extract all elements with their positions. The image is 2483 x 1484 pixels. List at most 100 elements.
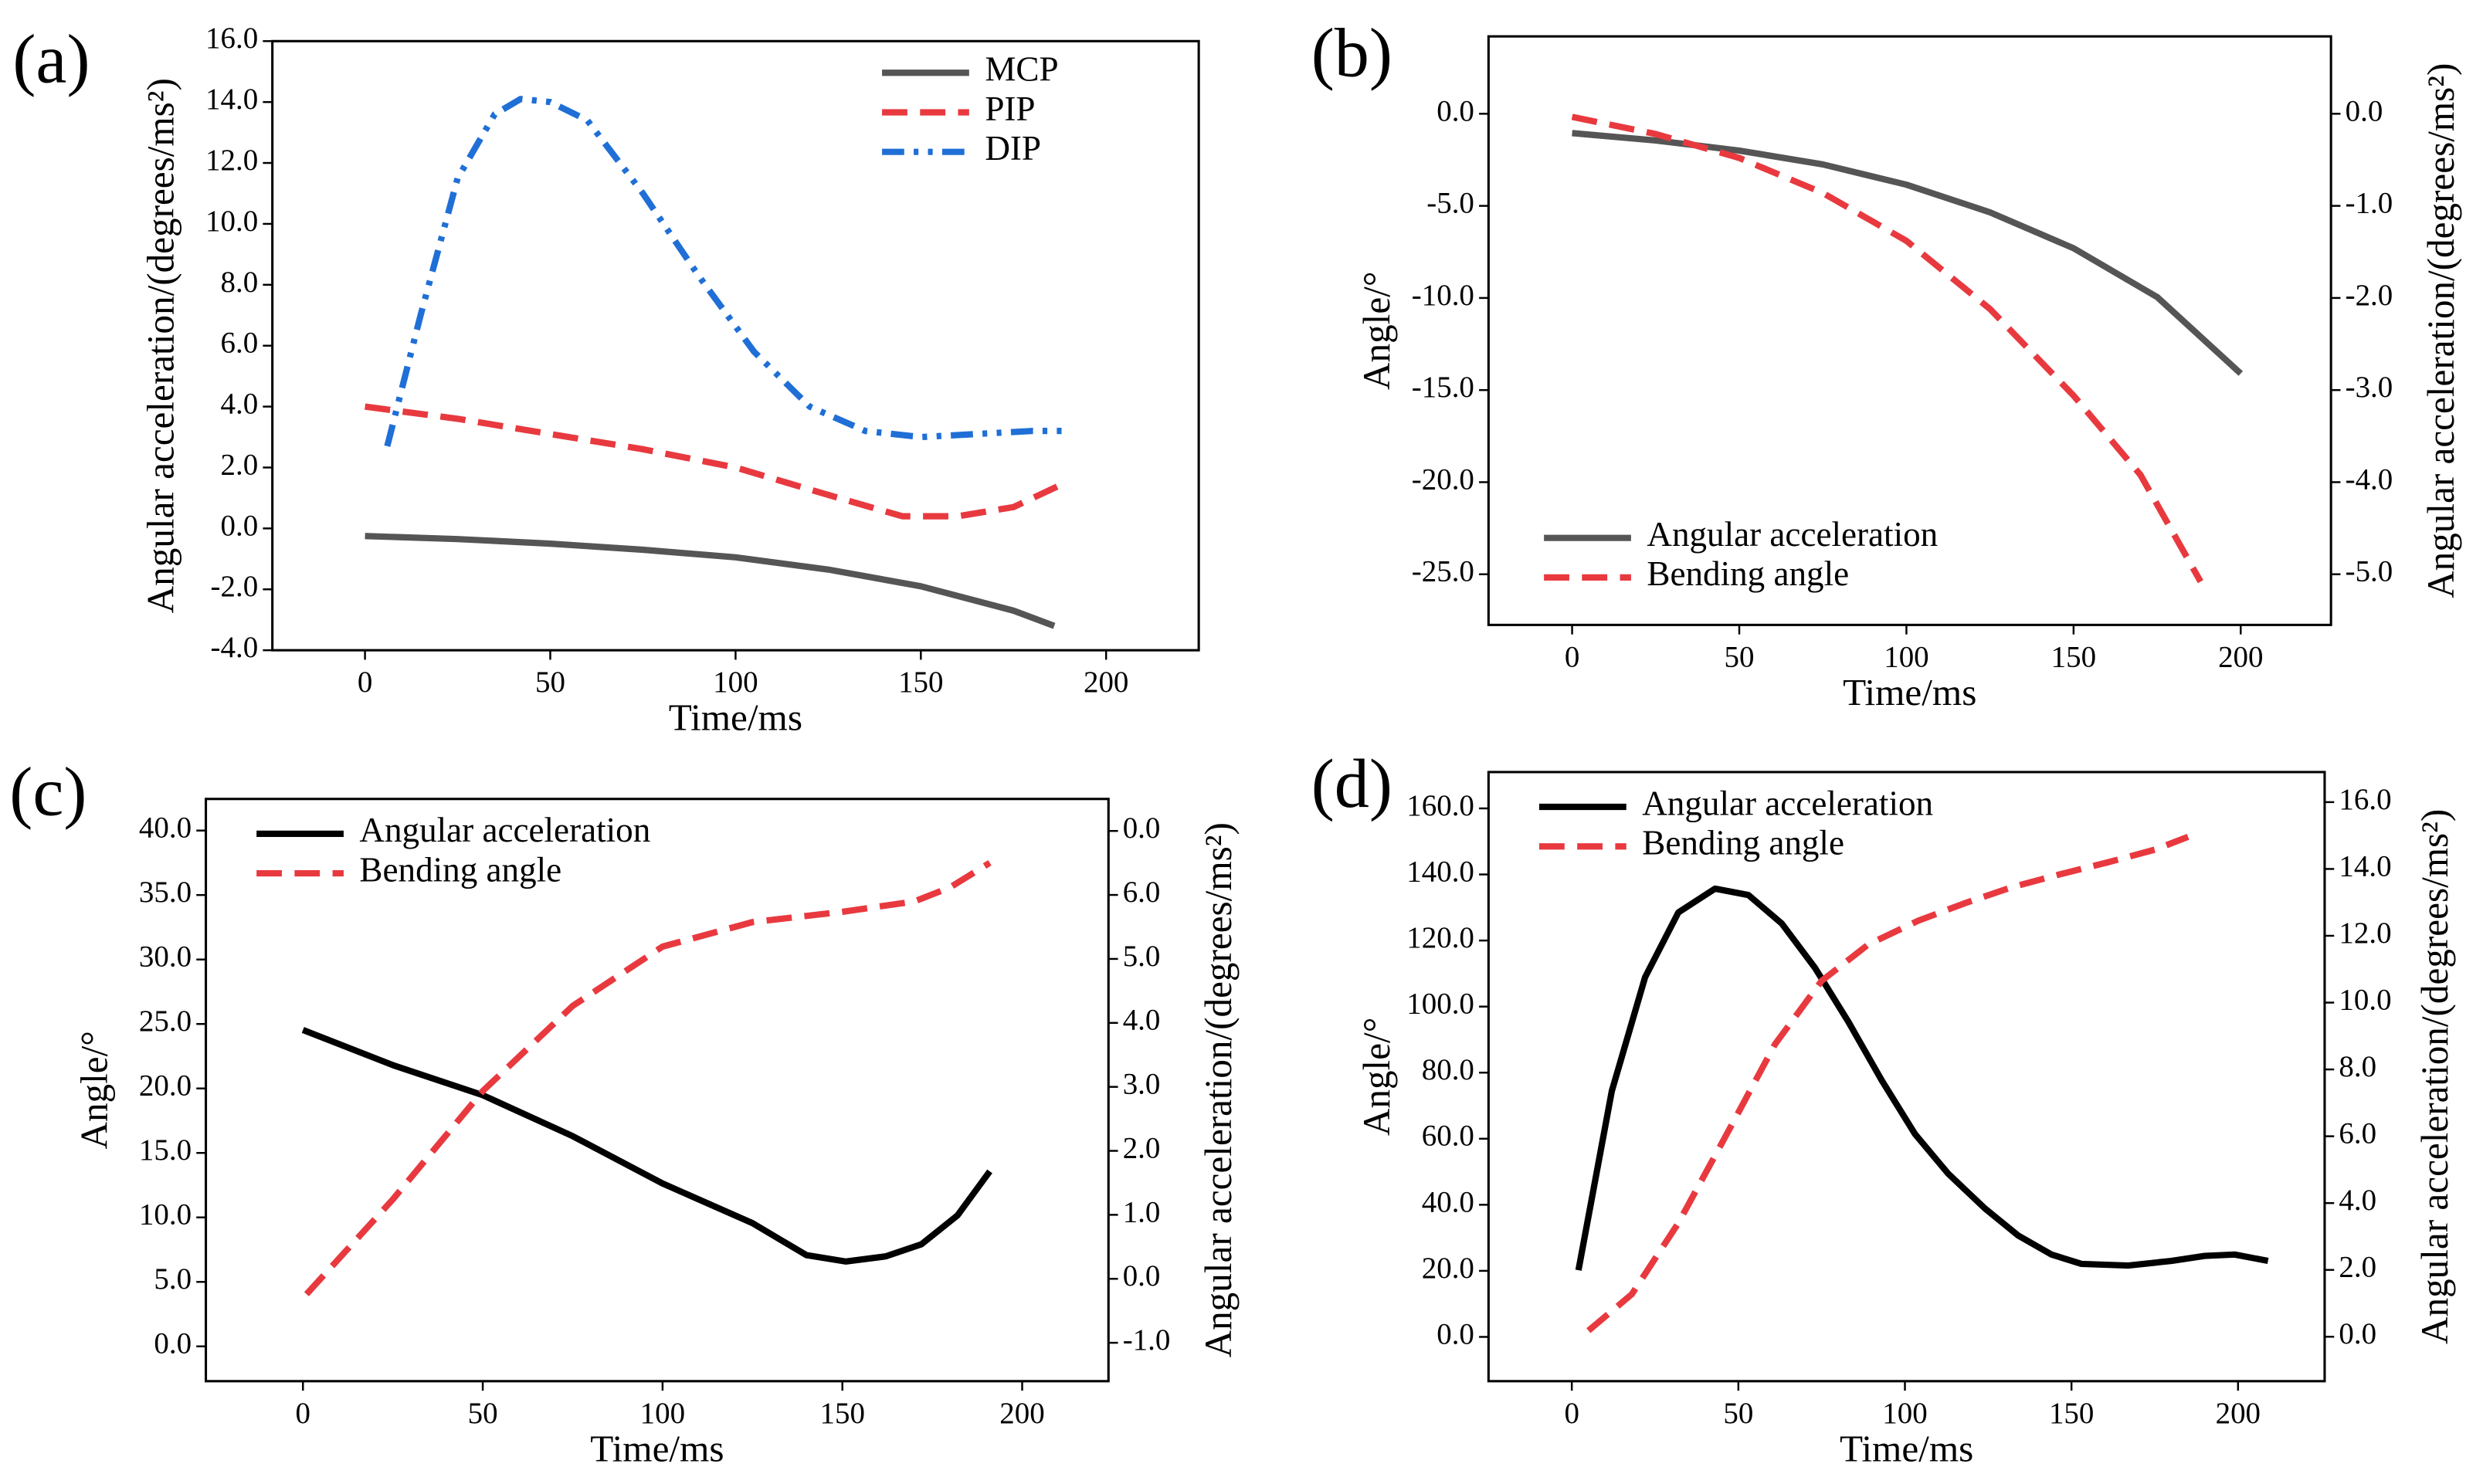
y-tick-label: -2.0 bbox=[211, 570, 259, 603]
x-tick-label: 0 bbox=[358, 666, 372, 699]
x-tick-label: 150 bbox=[819, 1397, 864, 1430]
series-line bbox=[1586, 833, 2190, 1333]
y-tick-label: 0.0 bbox=[221, 509, 259, 542]
x-tick-label: 50 bbox=[535, 666, 565, 699]
series-line bbox=[365, 403, 1067, 520]
y2-tick-label: -2.0 bbox=[2346, 279, 2393, 312]
y2-axis-title: Angular acceleration/(degrees/ms²) bbox=[2420, 63, 2462, 598]
x-tick-label: 0 bbox=[1564, 1397, 1579, 1430]
plot-frame bbox=[1487, 771, 2326, 1383]
legend-label: Angular acceleration bbox=[1647, 515, 1938, 554]
y-axis-title: Angular acceleration/(degrees/ms²) bbox=[140, 78, 182, 613]
series-line bbox=[301, 1027, 992, 1265]
x-tick-label: 200 bbox=[999, 1397, 1044, 1430]
x-tick-label: 150 bbox=[2049, 1397, 2094, 1430]
y2-tick-label: 8.0 bbox=[2339, 1050, 2376, 1083]
y2-tick-label: 6.0 bbox=[1123, 876, 1161, 909]
y2-tick-label: 6.0 bbox=[2339, 1117, 2376, 1150]
x-tick-label: 0 bbox=[296, 1397, 310, 1430]
y2-tick-label: 10.0 bbox=[2339, 983, 2391, 1016]
x-tick-label: 0 bbox=[1565, 640, 1579, 673]
y2-tick-label: -3.0 bbox=[2346, 371, 2393, 404]
y-tick-label: 20.0 bbox=[139, 1069, 192, 1103]
series-line bbox=[1575, 885, 2269, 1271]
panel-label: (b) bbox=[1311, 15, 1392, 92]
y-tick-label: -20.0 bbox=[1412, 462, 1474, 496]
y-tick-label: 0.0 bbox=[1437, 94, 1474, 127]
y2-tick-label: -5.0 bbox=[2346, 555, 2393, 588]
y-tick-label: 10.0 bbox=[139, 1198, 192, 1232]
x-axis-title: Time/ms bbox=[590, 1427, 724, 1469]
y2-tick-label: 0.0 bbox=[1123, 811, 1161, 845]
x-tick-label: 200 bbox=[2218, 640, 2263, 673]
y2-tick-label: 0.0 bbox=[1123, 1259, 1161, 1293]
y-tick-label: 14.0 bbox=[205, 83, 258, 116]
x-axis-title: Time/ms bbox=[1840, 1427, 1973, 1469]
series-line bbox=[304, 859, 992, 1296]
y2-tick-label: 2.0 bbox=[1123, 1131, 1161, 1164]
y2-tick-label: -4.0 bbox=[2346, 462, 2393, 496]
y2-tick-label: 16.0 bbox=[2339, 783, 2391, 816]
y-tick-label: 60.0 bbox=[1422, 1120, 1474, 1153]
y-tick-label: 100.0 bbox=[1406, 988, 1474, 1021]
x-tick-label: 200 bbox=[2216, 1397, 2261, 1430]
y-tick-label: 16.0 bbox=[205, 22, 258, 55]
y-tick-label: 12.0 bbox=[205, 144, 258, 177]
y-axis-title: Angle/° bbox=[73, 1031, 115, 1149]
y2-tick-label: 12.0 bbox=[2339, 916, 2391, 950]
y-tick-label: 6.0 bbox=[221, 327, 259, 360]
y2-tick-label: 4.0 bbox=[2339, 1184, 2376, 1217]
legend-label: Angular acceleration bbox=[359, 811, 650, 849]
y-tick-label: 4.0 bbox=[221, 388, 259, 421]
legend-label: MCP bbox=[985, 50, 1058, 89]
y-tick-label: 2.0 bbox=[221, 448, 259, 481]
y2-axis-title: Angular acceleration/(degrees/ms²) bbox=[2413, 809, 2456, 1344]
y-tick-label: -5.0 bbox=[1426, 187, 1474, 220]
y2-tick-label: 3.0 bbox=[1123, 1068, 1161, 1101]
y-tick-label: 140.0 bbox=[1406, 855, 1474, 888]
y-tick-label: 80.0 bbox=[1422, 1053, 1474, 1086]
y2-tick-label: 2.0 bbox=[2339, 1251, 2376, 1284]
x-axis-title: Time/ms bbox=[1843, 671, 1976, 713]
y-tick-label: -15.0 bbox=[1412, 371, 1474, 404]
y-tick-label: 20.0 bbox=[1422, 1252, 1474, 1285]
y-tick-label: -25.0 bbox=[1412, 555, 1474, 588]
y2-axis-title: Angular acceleration/(degrees/ms²) bbox=[1197, 822, 1240, 1357]
panel-label: (a) bbox=[12, 21, 90, 98]
x-tick-label: 100 bbox=[713, 666, 758, 699]
y-axis-title: Angle/° bbox=[1355, 272, 1398, 390]
y-tick-label: 25.0 bbox=[139, 1005, 192, 1038]
legend-label: Bending angle bbox=[359, 850, 561, 889]
y-tick-label: -10.0 bbox=[1412, 279, 1474, 312]
x-tick-label: 150 bbox=[2051, 640, 2096, 673]
x-tick-label: 150 bbox=[898, 666, 943, 699]
x-tick-label: 50 bbox=[468, 1397, 498, 1430]
y2-tick-label: 0.0 bbox=[2346, 94, 2383, 127]
series-line bbox=[1572, 130, 2244, 376]
series-line bbox=[365, 533, 1056, 629]
y2-tick-label: 5.0 bbox=[1123, 940, 1161, 973]
y2-tick-label: 4.0 bbox=[1123, 1004, 1161, 1037]
y-tick-label: 160.0 bbox=[1406, 789, 1474, 822]
x-tick-label: 100 bbox=[1884, 640, 1928, 673]
x-tick-label: 50 bbox=[1723, 1397, 1753, 1430]
x-tick-label: 50 bbox=[1725, 640, 1755, 673]
y-tick-label: 10.0 bbox=[205, 205, 258, 238]
legend-label: Angular acceleration bbox=[1642, 784, 1933, 822]
panel-label: (c) bbox=[9, 753, 86, 830]
y2-tick-label: -1.0 bbox=[2346, 187, 2393, 220]
y2-tick-label: -1.0 bbox=[1123, 1323, 1171, 1357]
y-tick-label: 30.0 bbox=[139, 940, 192, 974]
legend-label: Bending angle bbox=[1647, 554, 1849, 593]
y-tick-label: 35.0 bbox=[139, 876, 192, 909]
y2-tick-label: 14.0 bbox=[2339, 849, 2391, 883]
y2-tick-label: 1.0 bbox=[1123, 1195, 1161, 1228]
y-tick-label: 40.0 bbox=[139, 811, 192, 845]
y-tick-label: -4.0 bbox=[211, 631, 259, 664]
x-tick-label: 200 bbox=[1084, 666, 1128, 699]
x-axis-title: Time/ms bbox=[669, 696, 802, 739]
series-line bbox=[1571, 114, 2203, 584]
legend-label: DIP bbox=[985, 129, 1041, 168]
